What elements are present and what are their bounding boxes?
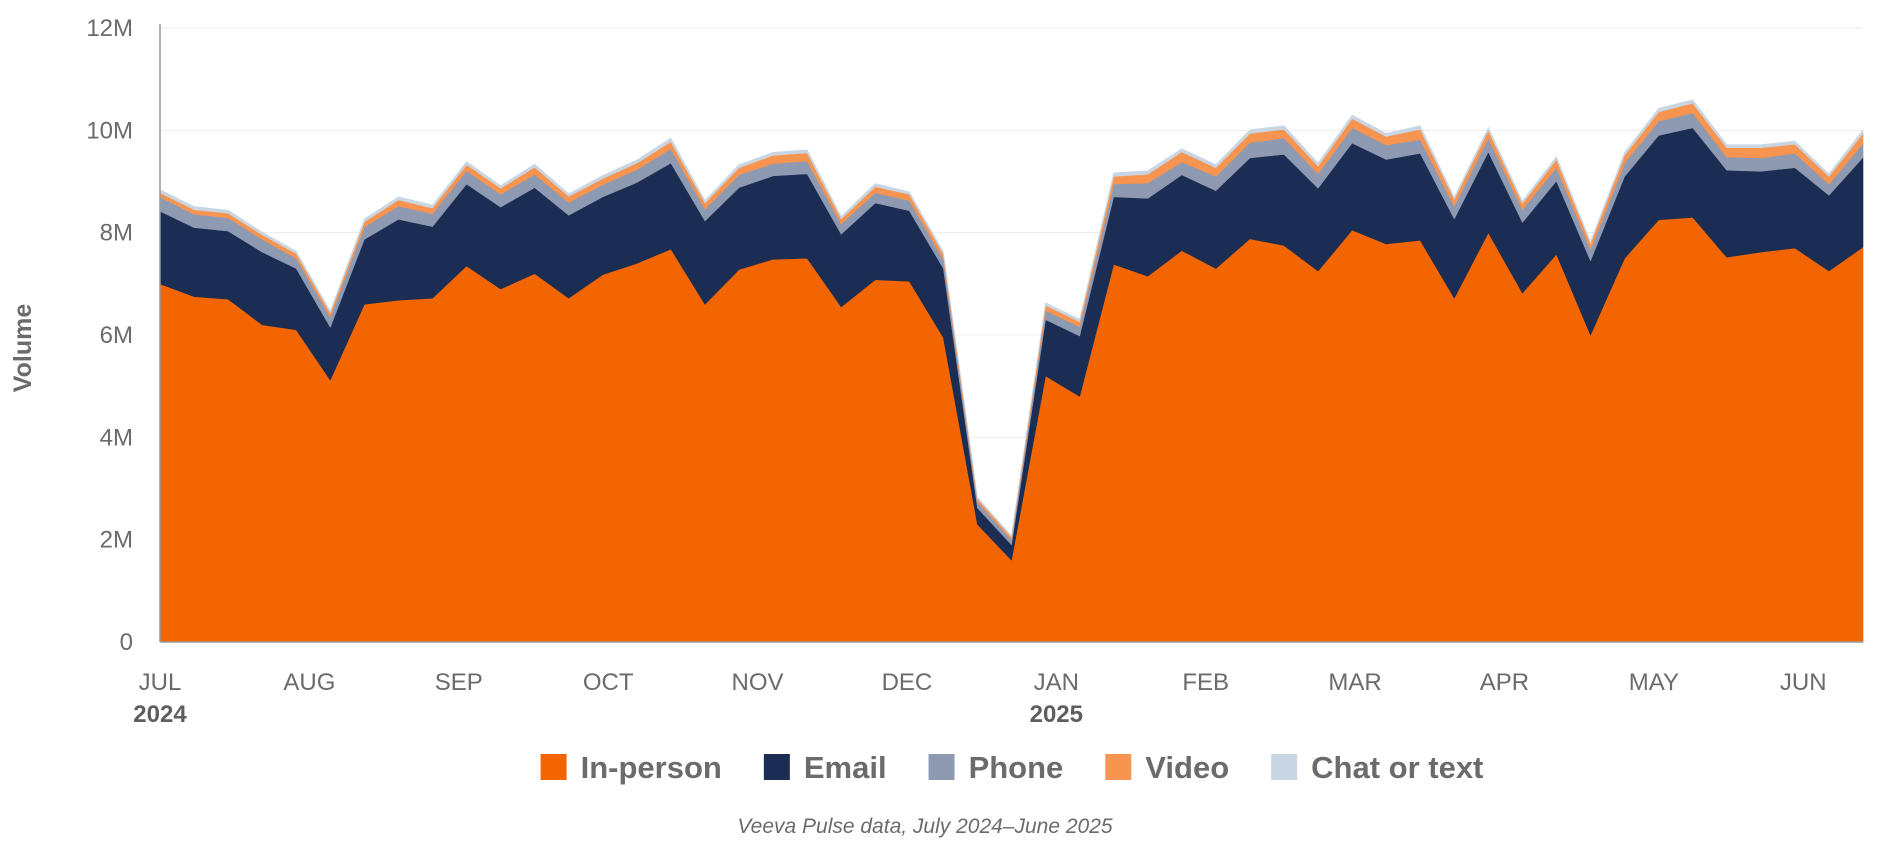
y-tick-label: 2M — [100, 527, 133, 554]
legend-swatch — [928, 754, 955, 780]
x-tick-label: AUG — [283, 669, 335, 696]
legend-item-in-person: In-person — [540, 750, 722, 785]
x-tick-label: MAY — [1629, 669, 1679, 696]
legend-item-email: Email — [763, 750, 887, 785]
x-tick-year-label: 2025 — [1030, 701, 1083, 728]
y-tick-label: 4M — [100, 424, 133, 451]
legend-label: Email — [804, 750, 887, 785]
x-tick-label: JUN — [1780, 669, 1827, 696]
x-tick-label: JAN — [1034, 669, 1079, 696]
legend-swatch — [1271, 754, 1298, 780]
x-tick-label: JUL — [139, 669, 182, 696]
x-tick-label: SEP — [435, 669, 483, 696]
y-axis-label: Volume — [9, 304, 37, 393]
legend-item-chat-or-text: Chat or text — [1271, 750, 1483, 785]
legend: In-person Email Phone Video Chat or text — [540, 750, 1483, 785]
legend-label: Chat or text — [1311, 750, 1483, 785]
legend-label: Video — [1145, 750, 1229, 785]
legend-swatch — [1105, 754, 1132, 780]
legend-label: In-person — [581, 750, 722, 785]
legend-swatch — [540, 754, 567, 780]
x-tick-label: OCT — [583, 669, 634, 696]
x-tick-year-label: 2024 — [133, 701, 187, 728]
legend-item-video: Video — [1105, 750, 1229, 785]
x-tick-label: APR — [1480, 669, 1529, 696]
y-tick-label: 12M — [86, 15, 133, 42]
y-tick-label: 8M — [100, 220, 133, 247]
y-tick-label: 0 — [120, 629, 133, 656]
legend-swatch — [763, 754, 790, 780]
y-axis-tick-labels: 0 2M 4M 6M 8M 10M 12M — [86, 15, 133, 656]
legend-label: Phone — [969, 750, 1064, 785]
x-axis-tick-labels: JUL 2024 AUG SEP OCT NOV DEC JAN 2025 FEB MAR APR MA… — [133, 669, 1826, 728]
area-series-chat-or-text — [159, 99, 1864, 538]
legend-item-phone: Phone — [928, 750, 1064, 785]
x-tick-label: MAR — [1328, 669, 1381, 696]
y-tick-label: 10M — [86, 117, 133, 144]
area-series-group — [159, 99, 1864, 643]
y-tick-label: 6M — [100, 322, 133, 349]
x-tick-label: DEC — [882, 669, 933, 696]
x-tick-label: FEB — [1182, 669, 1229, 696]
source-note: Veeva Pulse data, July 2024–June 2025 — [737, 815, 1112, 838]
axes — [159, 24, 1863, 643]
x-tick-label: NOV — [732, 669, 784, 696]
